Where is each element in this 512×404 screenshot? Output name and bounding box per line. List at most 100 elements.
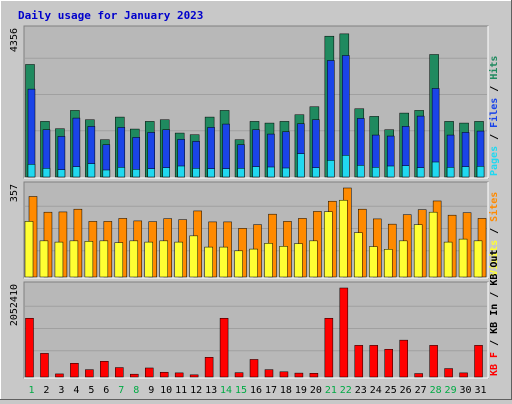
bar-visits-2 (39, 240, 49, 278)
x-tick-label: 8 (133, 385, 139, 396)
bar-visits-31 (473, 240, 483, 278)
legend-item-visits: Visits (488, 240, 500, 276)
bar-kb-f-24 (369, 345, 379, 378)
chart-panels: 4356 Pages / Files / Hits 357 Visits / Site… (9, 25, 500, 379)
bar-kb-f-16 (249, 359, 259, 378)
panel-bottom: 2052410 KB F / KB In / KB Out (9, 250, 500, 379)
bar-pages-8 (132, 169, 141, 178)
bar-pages-12 (192, 168, 200, 178)
bar-visits-24 (369, 246, 378, 278)
bar-kb-f-20 (309, 373, 319, 378)
x-tick-label: 31 (474, 385, 486, 396)
bar-pages-16 (252, 166, 260, 178)
x-tick-label: 14 (220, 385, 232, 396)
bar-visits-14 (219, 246, 228, 278)
bar-visits-8 (129, 240, 139, 278)
bar-visits-3 (54, 241, 64, 278)
bar-visits-29 (443, 241, 453, 278)
bar-kb-f-18 (279, 371, 289, 378)
bar-pages-31 (476, 166, 485, 178)
bar-pages-15 (237, 168, 245, 178)
legend-item-sites: Sites (488, 192, 500, 222)
bar-kb-f-5 (85, 369, 94, 378)
bar-visits-22 (339, 199, 348, 278)
bar-pages-23 (357, 165, 365, 178)
bar-visits-20 (309, 240, 318, 278)
bar-pages-28 (431, 161, 440, 178)
x-tick-label: 28 (430, 385, 442, 396)
bar-visits-25 (383, 249, 393, 278)
bar-pages-22 (342, 155, 350, 178)
legend-item-kb-in: KB In (489, 304, 500, 334)
bar-visits-11 (174, 241, 183, 278)
bar-pages-26 (401, 165, 410, 178)
x-tick-label: 30 (460, 385, 472, 396)
x-tick-label: 3 (58, 385, 64, 396)
bar-pages-14 (222, 168, 230, 178)
bar-visits-27 (413, 224, 423, 278)
legend-item-pages: Pages (489, 146, 500, 176)
legend-item-files: Files (488, 98, 500, 128)
x-tick-label: 27 (415, 385, 427, 396)
bar-visits-19 (294, 243, 303, 278)
legend-separator: / (489, 334, 500, 352)
x-tick-label: 17 (265, 385, 277, 396)
x-tick-label: 11 (175, 385, 187, 396)
bar-kb-f-3 (55, 373, 64, 378)
x-tick-label: 12 (190, 385, 202, 396)
legend-separator: / (489, 222, 500, 240)
bar-kb-f-27 (414, 373, 423, 378)
x-tick-label: 20 (310, 385, 322, 396)
bar-visits-5 (84, 241, 94, 278)
x-tick-label: 5 (88, 385, 94, 396)
bar-visits-16 (249, 248, 258, 278)
bar-pages-5 (87, 163, 96, 178)
bar-kb-f-10 (159, 371, 169, 378)
bar-visits-18 (279, 246, 288, 278)
bar-kb-f-21 (324, 317, 334, 378)
x-tick-label: 26 (400, 385, 412, 396)
x-tick-label: 16 (250, 385, 262, 396)
bar-kb-f-9 (144, 367, 154, 378)
panel-middle: 357 Visits / Sites (9, 181, 500, 279)
bar-pages-24 (372, 167, 380, 178)
x-tick-label: 1 (28, 385, 34, 396)
bar-visits-1 (24, 221, 34, 278)
bar-kb-f-8 (130, 373, 139, 378)
bar-pages-29 (446, 167, 455, 178)
chart-title: Daily usage for January 2023 (18, 9, 203, 22)
bar-kb-f-31 (474, 345, 483, 378)
bar-visits-12 (189, 235, 198, 278)
x-tick-label: 6 (103, 385, 109, 396)
legend-item-kb-f: KB F (489, 352, 500, 376)
bar-visits-26 (398, 240, 408, 278)
bar-pages-25 (386, 165, 395, 178)
y-max-label: 357 (9, 184, 20, 202)
bar-kb-f-17 (264, 369, 274, 378)
x-tick-label: 29 (445, 385, 457, 396)
x-tick-label: 21 (325, 385, 337, 396)
bar-kb-f-15 (234, 372, 244, 378)
bar-kb-f-7 (115, 367, 124, 378)
bar-visits-15 (234, 250, 243, 278)
bar-pages-4 (72, 166, 81, 178)
bar-pages-6 (102, 169, 111, 178)
bar-visits-23 (354, 232, 363, 278)
bar-kb-f-23 (354, 345, 364, 378)
x-tick-label: 9 (148, 385, 154, 396)
y-max-label: 2052410 (9, 284, 20, 326)
bar-kb-f-1 (25, 317, 34, 378)
bar-visits-30 (458, 238, 468, 278)
bar-kb-f-14 (219, 317, 229, 378)
bar-pages-9 (147, 168, 155, 178)
bar-pages-17 (267, 166, 275, 178)
legend-separator: / (489, 80, 500, 98)
x-axis-tick-labels: 1 2 3 4 5 6 7 8 9 10 11 12 13 14 15 16 17 18 19 20 21 22 23 24 2… (28, 385, 486, 396)
bar-pages-21 (327, 160, 335, 178)
bar-kb-f-22 (339, 287, 349, 378)
bar-files-1 (27, 88, 36, 178)
legend-middle: Visits / Sites (488, 192, 500, 276)
bar-pages-18 (282, 167, 290, 178)
bar-pages-10 (162, 167, 170, 178)
